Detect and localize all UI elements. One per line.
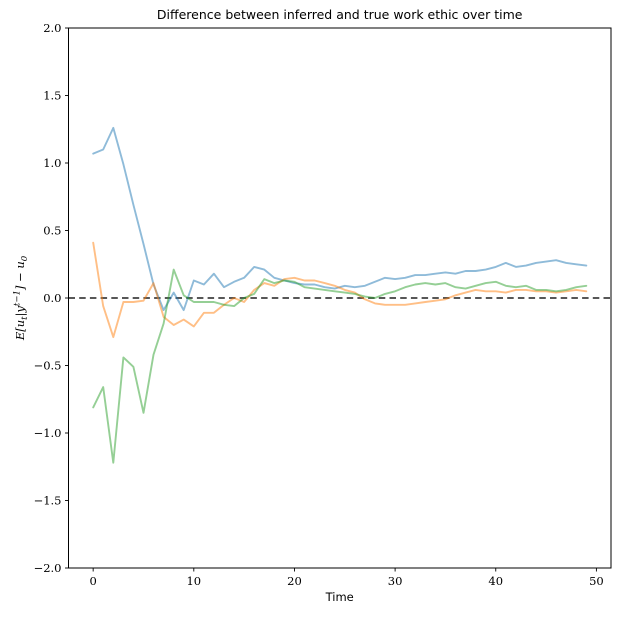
y-axis-label: E[ut|yt−1] − u0	[13, 255, 31, 341]
y-tick-label: 1.0	[43, 156, 61, 170]
y-tick-label: 1.5	[43, 89, 61, 103]
x-tick-label: 0	[89, 574, 96, 588]
y-tick-label: −2.0	[34, 561, 62, 575]
x-tick-label: 30	[388, 574, 403, 588]
y-tick-label: −0.5	[34, 359, 62, 373]
x-axis-label: Time	[325, 590, 354, 604]
y-tick-label: 2.0	[43, 21, 61, 35]
y-tick-label: −1.5	[34, 494, 62, 508]
y-tick-label: 0.0	[43, 291, 61, 305]
series-line-run-3-green	[92, 268, 588, 464]
axis-ticks: 0 10 20 30 40 50 2.0 1.5 1.0 0.5 0.0 −0.5 −1.0 −1.5 −2…	[34, 21, 604, 588]
series-line-run-2-orange	[92, 241, 588, 339]
y-tick-label: −1.0	[34, 426, 62, 440]
x-tick-label: 50	[589, 574, 604, 588]
y-tick-label: 0.5	[43, 224, 61, 238]
x-tick-label: 40	[488, 574, 503, 588]
chart-title: Difference between inferred and true wor…	[157, 7, 523, 22]
plot-area	[68, 126, 611, 464]
x-tick-label: 10	[186, 574, 201, 588]
x-tick-label: 20	[287, 574, 302, 588]
